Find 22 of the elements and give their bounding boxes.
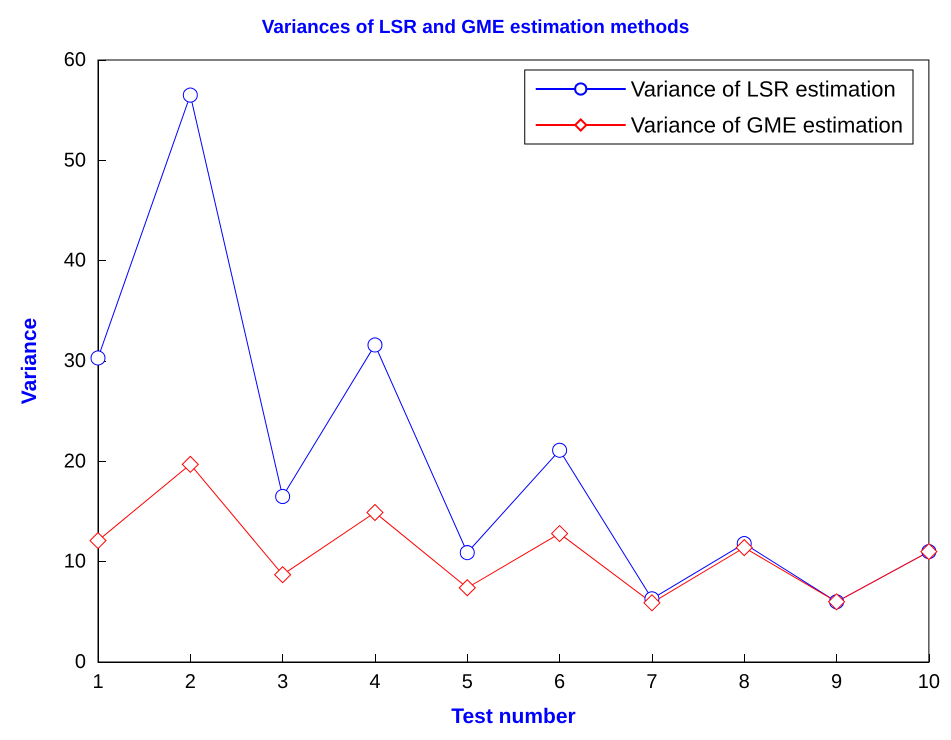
chart-title: Variances of LSR and GME estimation methods <box>262 17 690 38</box>
x-tick-label: 1 <box>92 671 104 693</box>
y-tick-label: 60 <box>64 49 86 71</box>
x-axis-title: Test number <box>451 705 576 728</box>
x-tick-label: 9 <box>830 671 842 693</box>
x-tick-label: 4 <box>369 671 381 693</box>
x-tick-label: 7 <box>646 671 658 693</box>
legend-label: Variance of GME estimation <box>630 112 904 138</box>
y-tick-label: 30 <box>64 350 86 372</box>
y-axis-title: Variance <box>18 318 41 404</box>
x-tick-label: 2 <box>184 671 196 693</box>
x-tick-label: 8 <box>738 671 750 693</box>
y-tick-label: 0 <box>74 651 86 673</box>
y-tick-label: 50 <box>64 149 86 172</box>
legend-label: Variance of LSR estimation <box>630 76 896 102</box>
x-tick-label: 5 <box>462 671 473 693</box>
x-tick-label: 10 <box>918 671 940 693</box>
x-tick-label: 6 <box>554 671 566 693</box>
x-tick-label: 3 <box>277 671 288 693</box>
y-tick-label: 40 <box>64 250 86 272</box>
y-tick-label: 10 <box>64 550 86 573</box>
y-tick-label: 20 <box>64 450 86 472</box>
